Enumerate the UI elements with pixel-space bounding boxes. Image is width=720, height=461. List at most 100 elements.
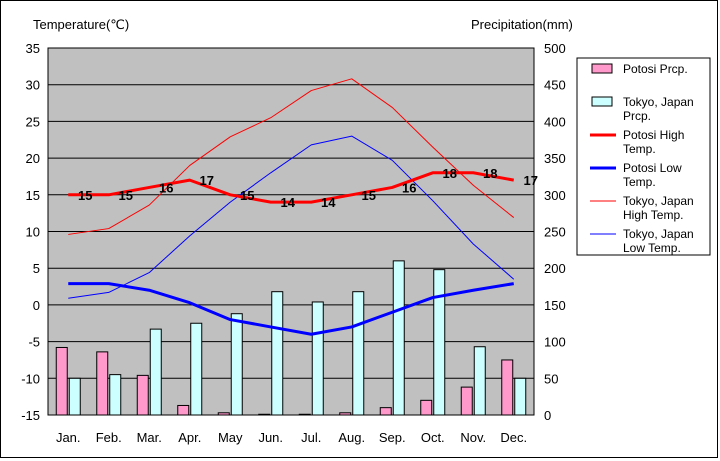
data-label: 17 (200, 173, 214, 188)
right-tick-label: 350 (544, 151, 566, 166)
data-label: 15 (119, 188, 133, 203)
temperature-line (68, 171, 515, 204)
data-label: 18 (443, 166, 457, 181)
precip-bar (177, 404, 190, 416)
legend-label: Potosi Prcp. (623, 62, 688, 76)
temperature-line (68, 78, 515, 235)
precip-bar (109, 374, 122, 416)
left-tick-label: 15 (26, 188, 40, 203)
legend-box (576, 57, 711, 256)
x-tick-label: May (218, 430, 243, 445)
legend-label: Potosi Low (623, 161, 682, 175)
left-tick-label: 35 (26, 41, 40, 56)
precip-bar (514, 377, 527, 416)
precip-bar (55, 346, 68, 416)
legend-label: Tokyo, Japan (623, 95, 694, 109)
x-tick-label: Nov. (460, 430, 486, 445)
legend-swatch (591, 63, 613, 74)
left-tick-label: 5 (33, 261, 40, 276)
left-tick-label: -15 (21, 408, 40, 423)
precip-bar (433, 269, 446, 416)
x-tick-label: Jul. (301, 430, 321, 445)
right-axis-title: Precipitation(mm) (471, 17, 573, 32)
right-tick-label: 450 (544, 78, 566, 93)
legend-label: Potosi High (623, 128, 684, 142)
precip-bar (339, 412, 352, 416)
legend-label: Low Temp. (623, 241, 681, 255)
precip-bar (217, 412, 230, 416)
legend-label: Tokyo, Japan (623, 194, 694, 208)
precip-bar (420, 399, 433, 416)
right-tick-label: 100 (544, 335, 566, 350)
legend-label: High Temp. (623, 208, 683, 222)
data-label: 15 (240, 188, 254, 203)
left-tick-label: -5 (28, 335, 40, 350)
right-tick-label: 0 (544, 408, 551, 423)
left-tick-label: 25 (26, 114, 40, 129)
precip-bar (190, 322, 203, 416)
left-tick-label: -10 (21, 371, 40, 386)
precip-bar (271, 291, 284, 416)
data-labels: 15 15 16 17 15 14 14 15 16 18 18 17 (78, 166, 538, 210)
precip-bar (96, 351, 109, 416)
temperature-lines (68, 78, 515, 336)
x-tick-label: Feb. (96, 430, 122, 445)
precipitation-bars (55, 260, 527, 416)
legend-label: Temp. (623, 175, 656, 189)
x-tick-label: Oct. (421, 430, 445, 445)
x-tick-label: Jun. (258, 430, 283, 445)
x-tick-label: Apr. (178, 430, 201, 445)
precip-bar (392, 260, 405, 416)
left-axis-ticks: 35 30 25 20 15 10 5 0 -5 -10 -15 (21, 41, 40, 423)
legend-label: Prcp. (623, 109, 651, 123)
x-tick-label: Jan. (56, 430, 81, 445)
x-tick-label: Mar. (137, 430, 162, 445)
data-label: 16 (159, 180, 173, 195)
temperature-line (68, 135, 515, 299)
right-tick-label: 150 (544, 298, 566, 313)
precip-bar (136, 374, 149, 416)
data-label: 15 (78, 188, 92, 203)
precip-bar (298, 413, 311, 416)
x-tick-label: Sep. (379, 430, 406, 445)
precip-bar (258, 413, 271, 416)
data-label: 16 (402, 180, 416, 195)
right-tick-label: 300 (544, 188, 566, 203)
temperature-line (68, 282, 514, 336)
left-tick-label: 20 (26, 151, 40, 166)
precip-bar (68, 377, 81, 416)
right-tick-label: 400 (544, 114, 566, 129)
gridlines (48, 84, 534, 379)
precip-bar (311, 301, 324, 416)
data-label: 17 (524, 173, 538, 188)
precip-bar (460, 386, 473, 416)
left-tick-label: 0 (33, 298, 40, 313)
precip-bar (473, 346, 486, 416)
left-tick-label: 30 (26, 78, 40, 93)
right-tick-label: 250 (544, 225, 566, 240)
legend-swatch (591, 96, 613, 107)
x-axis-ticks: Jan. Feb. Mar. Apr. May Jun. Jul. Aug. Sep. Oct. N… (56, 430, 527, 445)
legend-label: Tokyo, Japan (623, 227, 694, 241)
precip-bar (379, 407, 392, 416)
right-tick-label: 500 (544, 41, 566, 56)
right-tick-label: 200 (544, 261, 566, 276)
data-label: 15 (362, 188, 376, 203)
data-label: 18 (483, 166, 497, 181)
left-axis-title: Temperature(℃) (33, 17, 129, 32)
left-tick-label: 10 (26, 225, 40, 240)
data-label: 14 (321, 195, 336, 210)
precip-bar (352, 291, 365, 416)
precip-bar (501, 359, 514, 416)
data-label: 14 (281, 195, 296, 210)
precip-bar (149, 328, 162, 416)
right-tick-label: 50 (544, 371, 558, 386)
x-tick-label: Aug. (338, 430, 365, 445)
precip-bar (230, 313, 243, 416)
x-tick-label: Dec. (500, 430, 527, 445)
legend-label: Temp. (623, 142, 656, 156)
